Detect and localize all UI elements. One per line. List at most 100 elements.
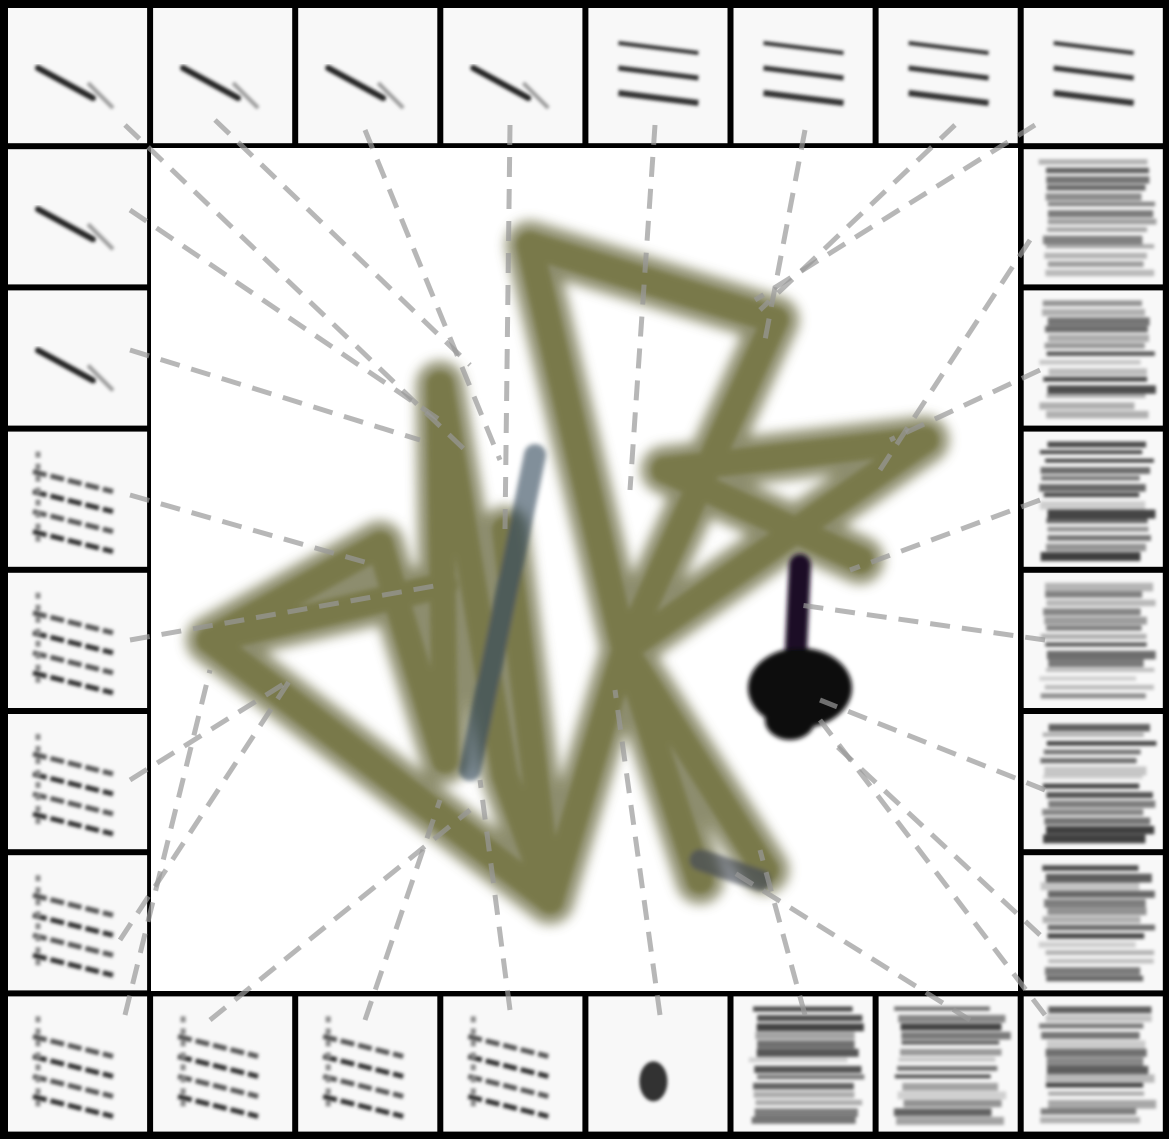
noise-band	[894, 1074, 991, 1079]
trajectory-dark	[459, 444, 546, 781]
spectrogram-strokes	[763, 41, 844, 106]
spectrogram-thumbnail	[1023, 431, 1163, 567]
noise-band	[753, 1091, 855, 1098]
noise-band	[748, 1057, 848, 1063]
noise-band	[1041, 1031, 1140, 1040]
spectrogram-strokes	[1038, 159, 1157, 277]
noise-band	[1039, 676, 1137, 681]
band	[908, 65, 989, 81]
trajectory-line	[197, 627, 563, 913]
harmonic	[467, 1033, 549, 1059]
harmonic	[32, 1033, 114, 1059]
noise-band	[1047, 218, 1157, 225]
connector-line	[762, 129, 808, 341]
noise-band	[1047, 210, 1154, 218]
noise-band	[898, 1014, 1006, 1023]
trajectory-line	[367, 532, 458, 773]
spectrogram-thumbnail	[298, 8, 438, 144]
noise-band	[1046, 975, 1144, 982]
noise-band	[1047, 201, 1156, 207]
harmonic	[32, 932, 114, 958]
noise-band	[897, 1065, 998, 1071]
connector-line	[208, 808, 472, 1022]
thumbnail-background	[8, 290, 148, 426]
noise-band	[1045, 642, 1147, 647]
spectrogram-thumbnail	[878, 996, 1018, 1132]
noise-band	[1045, 325, 1148, 333]
spectrogram-strokes	[325, 65, 405, 110]
spectrogram-strokes	[618, 41, 699, 106]
connector-line	[129, 347, 421, 443]
spectrogram-thumbnail	[733, 8, 873, 144]
noise-band	[1048, 334, 1150, 342]
harmonic	[177, 1073, 259, 1099]
harmonic	[32, 509, 114, 535]
spectrogram-thumbnail	[298, 996, 438, 1132]
trajectory-line	[427, 372, 518, 788]
noise-band	[1045, 193, 1142, 201]
noise-band	[903, 1099, 1002, 1108]
syllable	[639, 1061, 668, 1102]
connector-line	[888, 367, 1042, 443]
syllable	[325, 65, 387, 101]
spectrogram-strokes	[32, 592, 114, 696]
syllable	[35, 65, 96, 101]
noise-band	[1046, 1040, 1146, 1049]
harmonic	[32, 771, 114, 797]
noise-band	[1047, 227, 1148, 232]
thumbnail-background	[8, 572, 148, 708]
noise-band	[1046, 518, 1148, 524]
harmonic	[32, 469, 114, 495]
noise-band	[1047, 907, 1147, 916]
noise-band	[1046, 184, 1146, 191]
noise-band	[1044, 684, 1154, 690]
noise-band	[1038, 941, 1136, 948]
thumbnail-background	[878, 8, 1018, 144]
spectrogram-strokes	[1053, 41, 1135, 106]
connector-line	[877, 238, 1033, 472]
noise-band	[900, 1048, 1002, 1056]
harmonic	[467, 1093, 549, 1119]
noise-band	[1046, 599, 1156, 607]
thumbnail-background	[298, 8, 438, 144]
noise-band	[1040, 758, 1137, 764]
noise-band	[1040, 501, 1146, 510]
noise-band	[1039, 1023, 1144, 1029]
spectrogram-thumbnail	[443, 8, 583, 144]
cluster-blob	[765, 700, 815, 740]
noise-band	[1047, 317, 1150, 326]
noise-band	[1043, 608, 1141, 616]
noise-band	[1042, 865, 1139, 871]
trajectory-line	[517, 232, 638, 663]
harmonic	[32, 811, 114, 837]
noise-band	[1044, 899, 1146, 908]
spectrogram-thumbnail	[8, 572, 148, 708]
noise-band	[1046, 543, 1147, 552]
noise-band	[755, 1031, 855, 1040]
spectrogram-thumbnail	[153, 8, 293, 144]
connector-line	[828, 738, 1042, 937]
noise-band	[1046, 741, 1157, 746]
noise-band	[1047, 924, 1156, 931]
noise-band	[1046, 650, 1156, 660]
connector-line	[757, 849, 808, 1016]
spectrogram-thumbnail	[1023, 149, 1163, 285]
connector-line	[129, 492, 376, 568]
noise-band	[1047, 441, 1147, 448]
spectrogram-strokes	[35, 347, 115, 392]
connector-line	[213, 118, 472, 367]
harmonic	[322, 1093, 404, 1119]
noise-band	[1038, 159, 1148, 165]
noise-band	[751, 1116, 856, 1124]
spectrogram-thumbnail	[1023, 572, 1163, 708]
noise-band	[1040, 1116, 1140, 1124]
noise-band	[1040, 1108, 1137, 1115]
noise-band	[1045, 582, 1154, 592]
connector-line	[477, 779, 513, 1011]
spectrogram-strokes	[35, 65, 115, 110]
noise-band	[1042, 809, 1144, 816]
noise-band	[756, 1023, 864, 1032]
band	[763, 41, 844, 55]
connector-lines	[117, 118, 1047, 1023]
noise-band	[1040, 693, 1146, 699]
